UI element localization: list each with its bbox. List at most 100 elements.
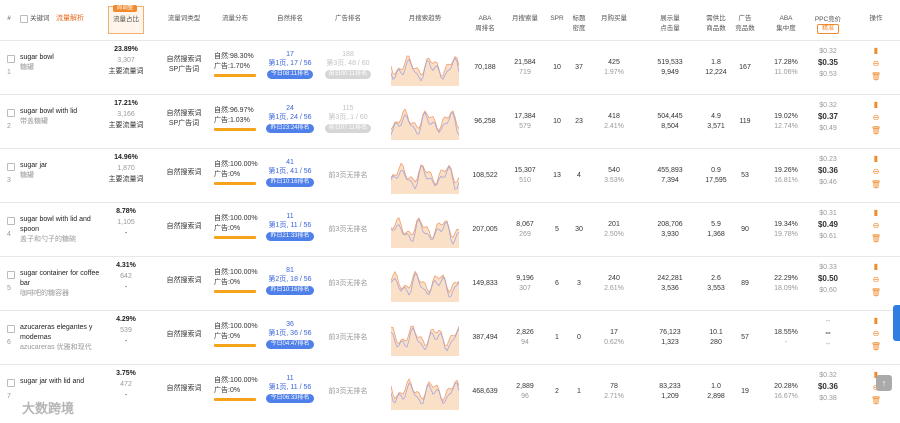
row-checkbox[interactable] [7, 379, 15, 387]
title-density: 23 [575, 118, 583, 125]
monthly-purchases: 418 [608, 113, 620, 120]
row-checkbox[interactable] [7, 325, 15, 333]
supply-demand-ratio: 4.9 [711, 113, 721, 120]
action-icon[interactable]: ▮ [873, 100, 879, 109]
action-icon[interactable]: ⊖ [872, 167, 880, 176]
natural-time-wrap: 今日04:47排名 [262, 339, 318, 349]
row-index: 4 [7, 231, 11, 238]
action-icon[interactable]: ⊖ [872, 113, 880, 122]
product-count: 17,595 [705, 177, 727, 184]
side-tab[interactable] [893, 305, 900, 341]
ad-time: 前日07:11排名 [324, 124, 372, 133]
monthly-search: 8,067 [516, 221, 534, 228]
spr: 2 [555, 388, 559, 395]
ppc-high: $0.46 [819, 179, 837, 186]
action-icon[interactable]: 🗑 [870, 72, 882, 81]
purchase-rate: 3.53% [604, 177, 624, 184]
sparkline-path [391, 218, 459, 246]
aba-rank: 108,522 [472, 172, 498, 179]
action-icon[interactable]: ⊖ [872, 221, 880, 230]
aba-rank: 387,494 [472, 334, 498, 341]
purchase-rate: 2.61% [604, 285, 624, 292]
action-icon[interactable]: 🗑 [870, 180, 882, 189]
row-checkbox[interactable] [7, 55, 15, 63]
column-header: 广告 竞品数 [735, 15, 755, 32]
action-icon[interactable]: 🗑 [870, 396, 882, 405]
ppc-low: $0.31 [819, 210, 837, 217]
distribution-bar [214, 74, 256, 77]
sparkline-path [391, 56, 459, 86]
action-icon[interactable]: ⊖ [872, 59, 880, 68]
column-header: ABA 集中度 [776, 15, 796, 32]
ad-rank-none: 前3页无排名 [328, 334, 368, 341]
aba-rank: 70,188 [474, 64, 496, 71]
ppc-match-button[interactable]: 精准 [817, 24, 839, 34]
action-icon[interactable]: ▮ [873, 154, 879, 163]
table-row: 3 sugar jar 糖罐 14.96% 1,870 主要流量词 自然搜索词 自然:100.… [0, 148, 900, 203]
natural-pct: 100.00% [229, 269, 258, 276]
action-icon[interactable]: ▮ [873, 262, 879, 271]
action-icon[interactable]: ▮ [873, 46, 879, 55]
keyword-type: SP广告词 [168, 66, 200, 73]
row-index: 1 [7, 69, 11, 76]
impressions: 76,123 [659, 329, 681, 336]
traffic-share: 8.78% [116, 208, 136, 215]
action-icon[interactable]: ▮ [873, 370, 879, 379]
traffic-share: 4.31% [116, 262, 136, 269]
row-checkbox[interactable] [7, 271, 15, 279]
supply-demand-ratio: 1.8 [711, 59, 721, 66]
aba-concentration-sub: 19.78% [774, 231, 798, 238]
keyword-type: 自然搜索词 [166, 110, 202, 117]
ad-label: 广告: [214, 225, 230, 232]
ad-label: 广告: [214, 333, 230, 340]
search-trend-sparkline [391, 270, 459, 302]
aba-concentration: 19.34% [774, 221, 798, 228]
aba-concentration-sub: - [784, 339, 788, 346]
ppc-mid: $0.36 [817, 382, 839, 391]
column-header: SPR [550, 15, 564, 22]
action-icon[interactable]: ⊖ [872, 329, 880, 338]
distribution-bar [214, 236, 256, 239]
row-index: 2 [7, 123, 11, 130]
natural-rank: 11 [286, 375, 294, 382]
row-checkbox[interactable] [7, 217, 15, 225]
aba-rank: 468,639 [472, 388, 498, 395]
row-checkbox[interactable] [7, 109, 15, 117]
sparkline-path [391, 217, 459, 248]
action-icon[interactable]: ▮ [873, 316, 879, 325]
traffic-share: 23.89% [114, 46, 138, 53]
traffic-tag: - [124, 392, 128, 399]
impressions: 455,893 [657, 167, 683, 174]
traffic-tag: 主要流量词 [108, 68, 144, 75]
traffic-tag: - [124, 338, 128, 345]
row-index: 5 [7, 285, 11, 292]
traffic-distribution: 自然:98.30% 广告:1.70% [210, 52, 264, 77]
action-icon[interactable]: 🗑 [870, 234, 882, 243]
action-icon[interactable]: 🗑 [870, 126, 882, 135]
column-header: 需供比 商品数 [706, 15, 726, 32]
action-icon[interactable]: ⊖ [864, 383, 888, 393]
sparkline-path [391, 108, 459, 132]
ad-competitors: 57 [741, 334, 749, 341]
title-density: 3 [577, 280, 581, 287]
natural-time-wrap: 昨日10:16排名 [262, 177, 318, 187]
natural-page: 第1页, 11 / 56 [268, 222, 312, 229]
action-icon[interactable]: ▮ [873, 208, 879, 217]
table-row: 4 sugar bowl with lid and spoon 盖子和勺子的糖碗 8.… [0, 202, 900, 257]
header-row: # 关键词 流量占比 流量词类型 流量分布 自然排名 广告排名 月搜索趋势 ABA 周排名 月搜索… [0, 0, 900, 40]
row-checkbox[interactable] [7, 163, 15, 171]
traffic-distribution: 自然:96.97% 广告:1.03% [210, 106, 264, 131]
column-header: 自然排名 [277, 15, 303, 22]
natural-label: 自然: [214, 107, 230, 114]
scroll-top-button[interactable]: ↑ [876, 375, 892, 391]
action-icon[interactable]: ⊖ [872, 275, 880, 284]
keyword-type: 自然搜索词 [166, 56, 202, 63]
ad-competitors: 167 [739, 64, 751, 71]
ad-competitors: 53 [741, 172, 749, 179]
natural-time-wrap: 今日06:33排名 [262, 393, 318, 403]
row-index: 6 [7, 339, 11, 346]
keyword-analysis-link[interactable]: 流量解析 [56, 15, 84, 22]
ppc-high: $0.61 [819, 233, 837, 240]
action-icon[interactable]: 🗑 [870, 342, 882, 351]
action-icon[interactable]: 🗑 [870, 288, 882, 297]
